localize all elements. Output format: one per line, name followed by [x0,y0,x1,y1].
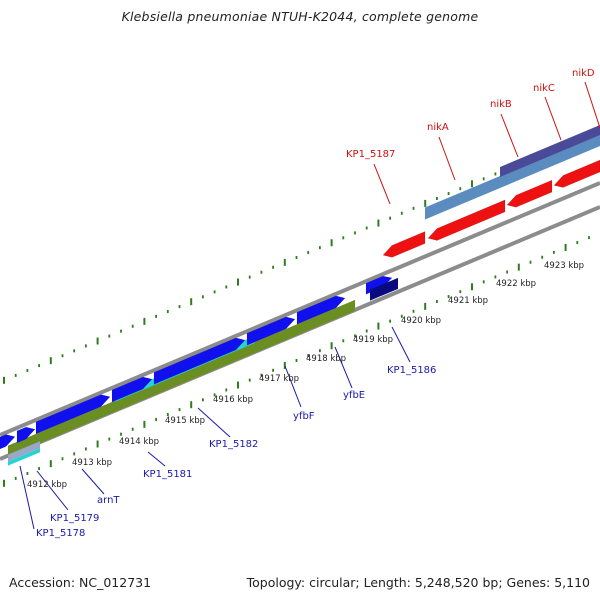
kbp-label-4912: 4912 kbp [27,480,67,490]
cds-nikb [506,179,553,208]
kbp-label-4921: 4921 kbp [448,296,488,306]
backbone-line-upper [0,181,600,437]
leader-kp1-5187 [373,163,391,205]
cds-arnt [35,394,111,435]
gene-label-kp1-5187: KP1_5187 [346,149,395,160]
map-title: Klebsiella pneumoniae NTUH-K2044, comple… [121,9,479,24]
cds-kp1-5186 [370,277,398,301]
gene-label-kp1-5186: KP1_5186 [387,365,436,376]
scale-ticks [3,133,590,487]
gene-label-yfbf: yfbF [293,411,315,422]
purple-feature-track [500,125,600,177]
cds-nikc [553,159,600,188]
leader-nikb [500,113,519,158]
kbp-label-4913: 4913 kbp [72,458,112,468]
leader-kp1-5182 [197,407,231,438]
leader-yfbe [334,346,353,389]
grey-feature-track [8,441,40,462]
leader-nikc [544,96,562,141]
leader-kp1-5186 [391,326,411,363]
leader-kp1-5181 [147,451,166,467]
kbp-label-4914: 4914 kbp [119,437,159,447]
gene-label-nikd: nikD [572,68,595,79]
cds-arrows [0,159,600,450]
leader-nika [438,136,456,181]
leader-yfbf [284,365,302,408]
cds-kp1-5181 [111,376,153,403]
cds-kp1-5179 [16,426,36,444]
gene-label-yfbe: yfbE [343,390,365,401]
gene-label-nikb: nikB [490,99,512,110]
cds-nika [427,199,506,241]
cds-kp1-5182 [153,337,246,385]
label-leaders [19,81,600,530]
gene-label-kp1-5182: KP1_5182 [209,439,258,450]
leader-kp1-5178 [19,465,35,530]
accession-text: Accession: NC_012731 [9,575,152,590]
kbp-label-4920: 4920 kbp [401,316,441,326]
olive-feature-track [8,299,355,457]
kbp-label-4916: 4916 kbp [213,395,253,405]
cds-yfbf [246,316,296,346]
gene-label-arnt: arnT [97,495,120,506]
kbp-label-4918: 4918 kbp [306,354,346,364]
cyan-feature-track-small [8,448,40,466]
gene-label-nikc: nikC [533,83,555,94]
genome-summary-text: Topology: circular; Length: 5,248,520 bp… [246,575,590,590]
leader-kp1-5179 [36,470,69,511]
gene-label-kp1-5181: KP1_5181 [143,469,192,480]
kbp-label-4922: 4922 kbp [496,279,536,289]
gene-label-nika: nikA [427,122,449,133]
cds-yfbe [296,295,346,325]
cds-kp1-5187 [382,231,426,258]
kbp-label-4917: 4917 kbp [259,374,299,384]
leader-nikd [584,81,600,129]
kbp-label-4915: 4915 kbp [165,416,205,426]
steel-feature-track [425,134,600,220]
leader-arnt [81,468,105,495]
gene-label-kp1-5179: KP1_5179 [50,513,99,524]
cds-kp1-5178 [0,434,16,450]
kbp-label-4919: 4919 kbp [353,335,393,345]
kbp-label-4923: 4923 kbp [544,261,584,271]
gene-label-kp1-5178: KP1_5178 [36,528,85,539]
